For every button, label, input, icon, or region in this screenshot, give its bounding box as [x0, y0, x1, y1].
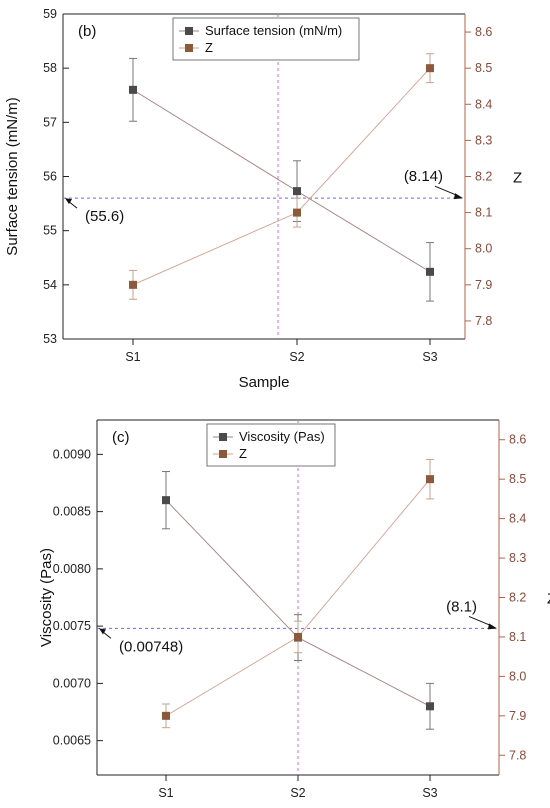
- right-y-tick-label: 8.2: [475, 170, 492, 184]
- data-point: [162, 496, 170, 505]
- x-tick-label: S2: [289, 350, 304, 364]
- left-y-tick-label: 0.0090: [53, 447, 91, 461]
- left-y-tick-label: 53: [43, 332, 57, 346]
- left-y-axis-label: Viscosity (Pas): [38, 548, 55, 647]
- legend-label: Surface tension (mN/m): [205, 23, 342, 38]
- right-y-tick-label: 8.0: [509, 669, 526, 683]
- right-y-tick-label: 8.5: [475, 61, 492, 75]
- x-tick-label: S1: [125, 350, 140, 364]
- left-y-tick-label: 0.0070: [53, 676, 91, 690]
- right-annotation-value: (8.14): [404, 168, 443, 185]
- right-annotation-arrowhead: [454, 193, 463, 200]
- left-y-tick-label: 58: [43, 61, 57, 75]
- legend-box: [206, 423, 336, 467]
- left-y-tick-label: 0.0075: [53, 619, 91, 633]
- left-annotation-value: (55.6): [85, 208, 124, 225]
- legend-marker: [185, 44, 193, 52]
- x-tick-label: S2: [290, 786, 305, 800]
- data-point: [426, 267, 434, 276]
- panel-label: (b): [78, 23, 96, 40]
- right-y-axis-label: Z: [513, 170, 522, 187]
- left-y-tick-label: 0.0065: [53, 734, 91, 748]
- right-y-axis-label: Z: [547, 591, 550, 608]
- series-line-2: [132, 67, 431, 286]
- x-tick-label: S1: [158, 786, 173, 800]
- right-y-tick-label: 7.9: [509, 709, 526, 723]
- x-axis-label: Sample: [239, 374, 290, 391]
- series-line-1: [165, 499, 431, 707]
- data-point: [162, 711, 170, 720]
- left-y-tick-label: 57: [43, 115, 57, 129]
- right-y-tick-label: 8.1: [475, 206, 492, 220]
- right-y-tick-label: 7.8: [509, 748, 526, 762]
- right-y-tick-label: 8.5: [509, 472, 526, 486]
- left-y-tick-label: 54: [43, 278, 57, 292]
- legend-box: [172, 17, 360, 61]
- right-y-tick-label: 8.4: [509, 512, 526, 526]
- panel-label: (c): [112, 429, 130, 446]
- x-tick-label: S3: [422, 350, 437, 364]
- x-tick-label: S3: [422, 786, 437, 800]
- data-point: [426, 475, 434, 484]
- legend-label: Viscosity (Pas): [239, 429, 325, 444]
- data-point: [293, 208, 301, 217]
- chart-panel-1: 53 54 55 56 57 58 59 7.8 7.9 8.0 8.1 8.2 8.3 8.4 8.5 8.…: [4, 7, 522, 391]
- right-y-tick-label: 8.0: [475, 242, 492, 256]
- data-point: [426, 64, 434, 73]
- legend-label: Z: [239, 446, 247, 461]
- legend-marker: [219, 433, 227, 441]
- left-y-axis-label: Surface tension (mN/m): [4, 97, 21, 255]
- right-annotation-arrowhead: [488, 623, 497, 630]
- right-y-tick-label: 8.4: [475, 97, 492, 111]
- right-y-tick-label: 8.6: [509, 433, 526, 447]
- data-point: [426, 702, 434, 711]
- right-annotation-value: (8.1): [446, 598, 477, 615]
- right-y-tick-label: 7.9: [475, 278, 492, 292]
- legend-marker: [185, 27, 193, 35]
- right-y-tick-label: 7.8: [475, 314, 492, 328]
- legend-marker: [219, 450, 227, 458]
- right-y-tick-label: 8.3: [475, 133, 492, 147]
- data-point: [294, 632, 302, 641]
- left-y-tick-label: 0.0080: [53, 562, 91, 576]
- chart-panel-2: 0.0065 0.0070 0.0075 0.0080 0.0085 0.0090 7.8 7…: [38, 419, 550, 800]
- left-y-tick-label: 59: [43, 7, 57, 21]
- data-point: [129, 85, 137, 94]
- left-y-tick-label: 56: [43, 170, 57, 184]
- right-y-tick-label: 8.3: [509, 551, 526, 565]
- left-y-tick-label: 55: [43, 224, 57, 238]
- left-annotation-arrowhead: [99, 628, 106, 635]
- left-annotation-value: (0.00748): [119, 638, 183, 655]
- data-point: [293, 187, 301, 196]
- right-y-tick-label: 8.2: [509, 591, 526, 605]
- right-y-tick-label: 8.6: [475, 25, 492, 39]
- legend-label: Z: [205, 40, 213, 55]
- right-y-tick-label: 8.1: [509, 630, 526, 644]
- left-y-tick-label: 0.0085: [53, 505, 91, 519]
- data-point: [129, 280, 137, 289]
- left-annotation-arrowhead: [65, 198, 72, 205]
